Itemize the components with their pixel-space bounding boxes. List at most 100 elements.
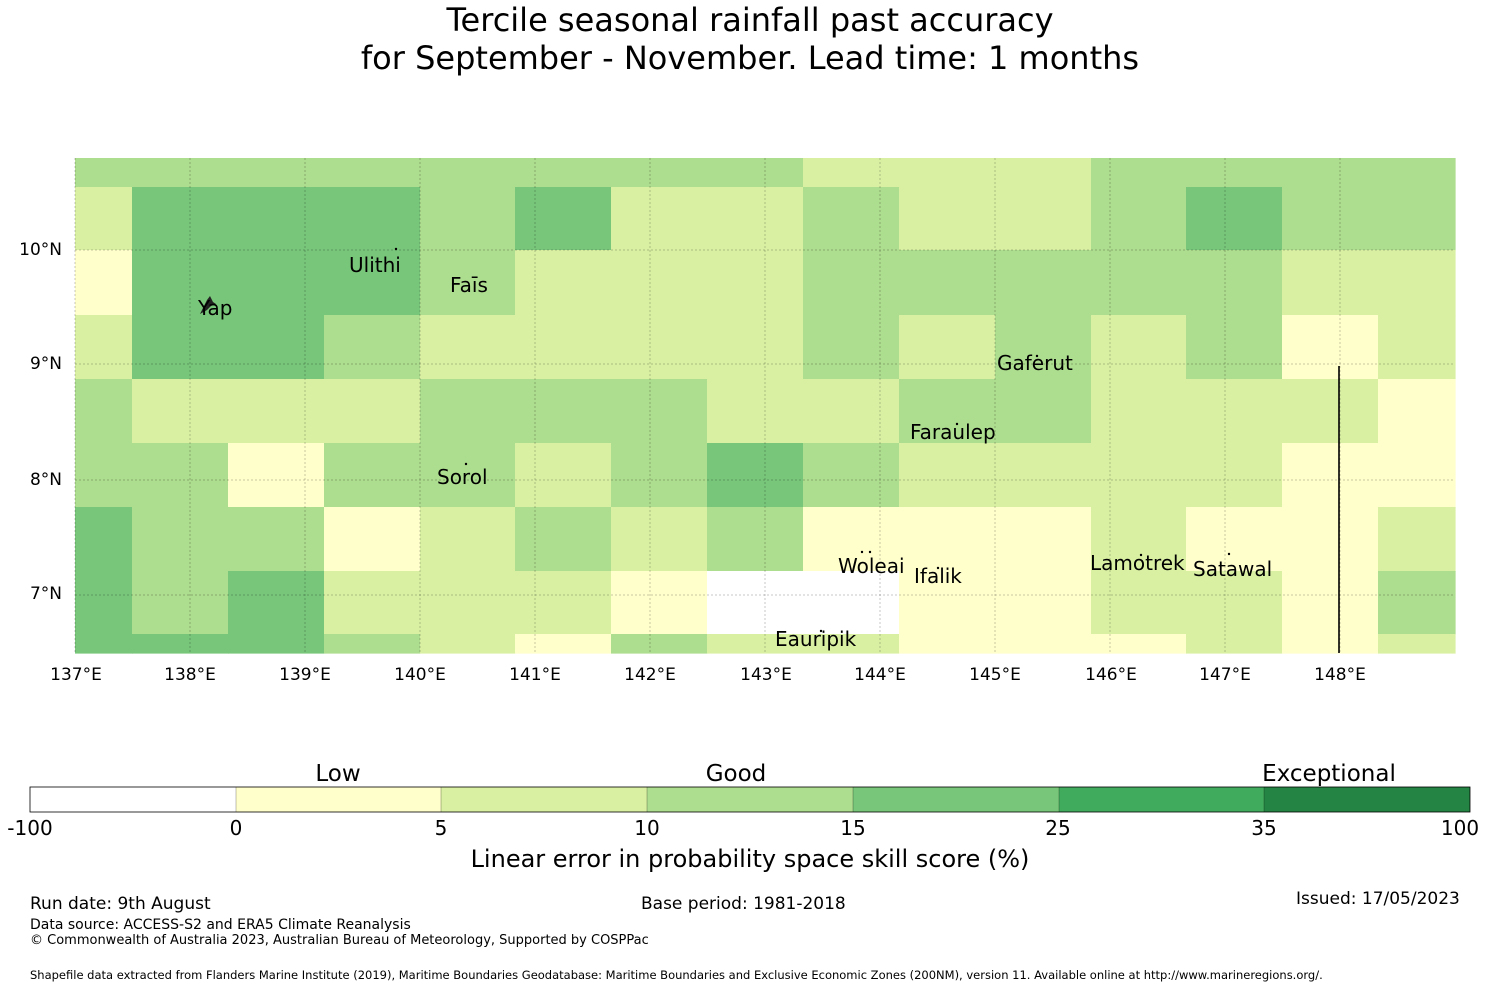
skill-cell: [515, 443, 612, 508]
place-label-faraulep: Faraulep: [910, 420, 996, 444]
colorbar-category-exceptional: Exceptional: [1262, 761, 1396, 787]
skill-cell: [1282, 443, 1379, 508]
skill-cell: [75, 315, 133, 380]
skill-cell: [995, 187, 1092, 251]
skill-cell: [324, 443, 421, 508]
skill-cell: [707, 379, 804, 444]
skill-cell: [228, 315, 325, 380]
skill-cell: [1091, 507, 1187, 572]
skill-cell: [707, 571, 804, 635]
colorbar-tick: 0: [229, 816, 243, 840]
island-dot: [1227, 552, 1231, 556]
skill-cell: [611, 443, 708, 508]
lon-label-137e: 137°E: [50, 665, 102, 685]
skill-cell: [803, 507, 900, 572]
colorbar-tick: 5: [434, 816, 448, 840]
skill-cell: [132, 507, 229, 572]
skill-cell: [707, 250, 804, 316]
skill-cell: [75, 250, 133, 316]
skill-cell: [995, 571, 1092, 635]
island-dot: [1035, 354, 1039, 358]
lon-label-147e: 147°E: [1199, 665, 1251, 685]
skill-cell: [995, 634, 1092, 654]
skill-cell: [132, 379, 229, 444]
skill-cell: [228, 158, 325, 188]
skill-cell: [803, 315, 900, 380]
colorbar-segment: [853, 787, 1059, 812]
place-label-satawal: Satawal: [1193, 557, 1273, 581]
colorbar-frame: [29, 786, 1471, 813]
skill-cell: [515, 158, 612, 188]
skill-cell: [611, 379, 708, 444]
skill-cell: [899, 250, 996, 316]
skill-cell: [707, 443, 804, 508]
skill-cell: [228, 187, 325, 251]
skill-cell: [899, 507, 996, 572]
skill-cell: [1378, 315, 1456, 380]
skill-cell: [324, 634, 421, 654]
skill-cell: [803, 443, 900, 508]
colorbar-segment: [1059, 787, 1264, 812]
skill-cell: [228, 634, 325, 654]
colorbar-tick: 100: [1440, 816, 1480, 840]
skill-cell: [1091, 315, 1187, 380]
skill-cell: [515, 187, 612, 251]
skill-cell: [515, 571, 612, 635]
skill-cell: [899, 187, 996, 251]
skill-cell: [995, 379, 1092, 444]
lon-label-142e: 142°E: [624, 665, 676, 685]
island-dot: [936, 566, 940, 570]
skill-cell: [420, 571, 516, 635]
place-label-yap: Yap: [198, 296, 233, 320]
skill-cell: [899, 634, 996, 654]
skill-cell: [707, 507, 804, 572]
skill-cell: [1186, 315, 1283, 380]
colorbar-tick: 35: [1251, 816, 1277, 840]
skill-cell: [324, 187, 421, 251]
skill-cell: [1378, 379, 1456, 444]
run-date: Run date: 9th August: [30, 894, 211, 914]
island-dot: [868, 550, 872, 554]
place-label-woleai: Woleai: [838, 554, 905, 578]
lat-label-7n: 7°N: [29, 584, 62, 604]
skill-cell: [803, 379, 900, 444]
skill-cell: [1186, 443, 1283, 508]
skill-cell: [75, 443, 133, 508]
skill-cell: [132, 158, 229, 188]
skill-cell: [420, 250, 516, 316]
colorbar-segment: [236, 787, 441, 812]
colorbar-tick: 15: [840, 816, 866, 840]
skill-cell: [899, 443, 996, 508]
lat-label-8n: 8°N: [29, 470, 62, 490]
colorbar-segment: [647, 787, 853, 812]
lon-label-143e: 143°E: [740, 665, 792, 685]
colorbar-category-low: Low: [315, 761, 361, 787]
skill-cell: [1282, 250, 1379, 316]
skill-cell: [75, 158, 133, 188]
skill-cell: [995, 250, 1092, 316]
skill-cell: [1186, 250, 1283, 316]
skill-cell: [707, 187, 804, 251]
island-dot: [819, 629, 823, 633]
skill-cell: [515, 250, 612, 316]
skill-cell: [132, 443, 229, 508]
skill-cell: [228, 507, 325, 572]
lon-label-138e: 138°E: [164, 665, 216, 685]
skill-cell: [228, 571, 325, 635]
skill-cell: [995, 507, 1092, 572]
skill-cell: [1378, 187, 1456, 251]
skill-cell: [1186, 571, 1283, 635]
skill-cell: [1282, 379, 1379, 444]
colorbar-category-good: Good: [705, 761, 767, 787]
island-dot: [1139, 553, 1143, 557]
skill-cell: [1378, 571, 1456, 635]
skill-cell: [420, 187, 516, 251]
data-source: Data source: ACCESS-S2 and ERA5 Climate …: [30, 917, 411, 933]
lon-label-145e: 145°E: [969, 665, 1021, 685]
lat-label-10n: 10°N: [19, 240, 62, 260]
lon-label-146e: 146°E: [1085, 665, 1137, 685]
skill-cell: [995, 315, 1092, 380]
skill-cell: [132, 634, 229, 654]
skill-cell: [1282, 187, 1379, 251]
skill-cell: [324, 250, 421, 316]
